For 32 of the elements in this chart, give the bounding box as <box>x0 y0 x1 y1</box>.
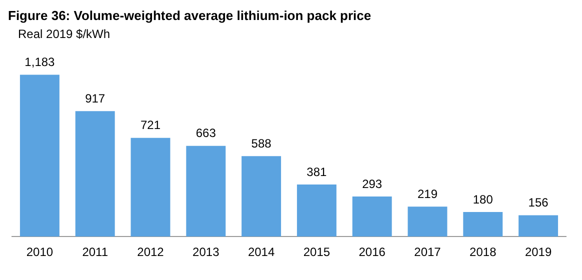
x-tick-label: 2016 <box>358 245 386 260</box>
bar <box>75 111 115 237</box>
x-tick-label: 2017 <box>414 245 442 260</box>
chart-title: Figure 36: Volume-weighted average lithium-ion pack price <box>8 8 372 23</box>
data-label: 381 <box>306 164 328 179</box>
bar <box>20 74 60 237</box>
data-label: 1,183 <box>24 55 56 70</box>
x-tick-label: 2011 <box>82 245 108 260</box>
bar <box>518 215 558 237</box>
chart-subtitle: Real 2019 $/kWh <box>18 27 112 41</box>
x-tick-label: 2018 <box>470 245 497 260</box>
x-tick-label: 2015 <box>303 245 330 260</box>
bar <box>296 184 336 237</box>
x-tick-label: 2013 <box>192 245 220 260</box>
bar <box>130 138 170 237</box>
x-tick-label: 2010 <box>26 245 54 260</box>
data-label: 156 <box>528 196 549 210</box>
x-tick-label: 2019 <box>524 245 552 260</box>
bar <box>463 212 503 237</box>
bar <box>186 146 226 237</box>
bar <box>408 206 448 237</box>
data-label: 293 <box>362 176 382 191</box>
data-label: 219 <box>417 186 438 201</box>
bar <box>242 156 282 237</box>
data-label: 588 <box>251 136 272 150</box>
data-label: 917 <box>85 91 106 106</box>
data-label: 180 <box>472 192 494 206</box>
data-label: 663 <box>196 126 216 140</box>
data-label: 721 <box>140 118 161 132</box>
x-tick-label: 2014 <box>248 245 275 260</box>
x-tick-label: 2012 <box>137 245 164 260</box>
bar <box>352 196 392 237</box>
